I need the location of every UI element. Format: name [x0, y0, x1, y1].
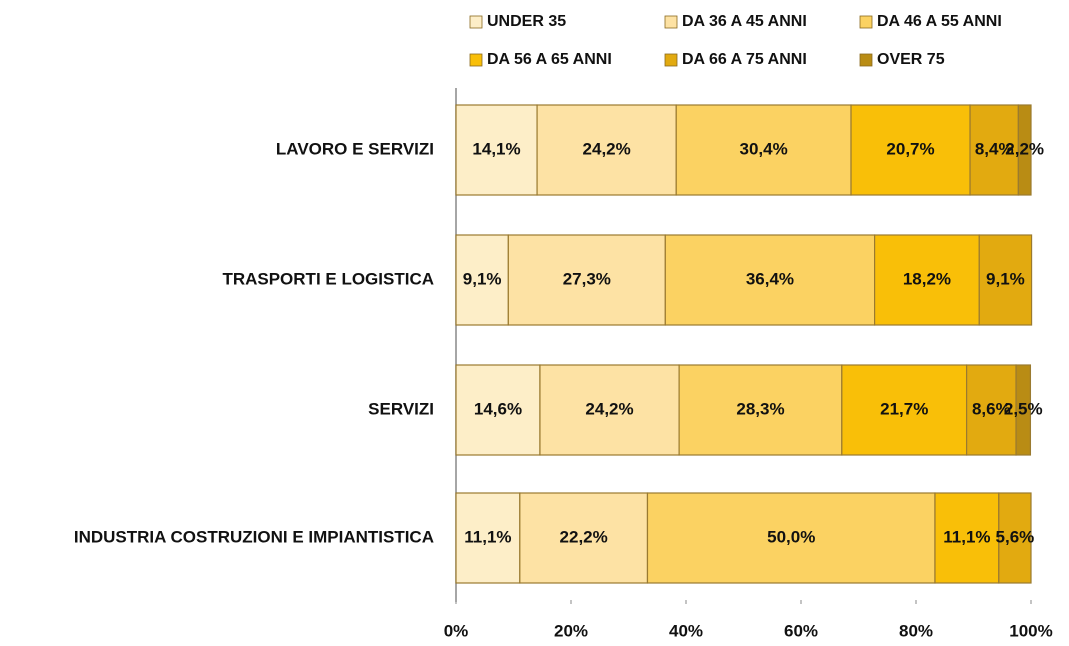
- bar-segment: [1017, 104, 1032, 196]
- value-label: 20,7%: [886, 139, 934, 158]
- bar-segment: [507, 234, 666, 326]
- legend-label: DA 66 A 75 ANNI: [682, 51, 807, 68]
- bar-segment: [850, 104, 971, 196]
- legend-swatch: [859, 15, 873, 29]
- bar-segment: [873, 234, 980, 326]
- x-tick-label: 40%: [669, 621, 703, 640]
- bar-segment: [455, 104, 538, 196]
- x-tick-label: 20%: [554, 621, 588, 640]
- bar-segment: [969, 104, 1019, 196]
- bar-segment: [998, 492, 1032, 584]
- category-label: TRASPORTI E LOGISTICA: [222, 269, 434, 288]
- bar-segment: [539, 364, 680, 456]
- legend-swatch: [469, 15, 483, 29]
- legend-label: UNDER 35: [487, 13, 566, 30]
- x-tick-label: 60%: [784, 621, 818, 640]
- value-label: 18,2%: [903, 269, 951, 288]
- value-label: 27,3%: [563, 269, 611, 288]
- bar-segment: [455, 492, 521, 584]
- bar-segment: [675, 104, 852, 196]
- bar-segment: [455, 364, 541, 456]
- bar-segment: [678, 364, 843, 456]
- category-label: SERVIZI: [368, 399, 434, 418]
- value-label: 24,2%: [583, 139, 631, 158]
- value-label: 14,1%: [472, 139, 520, 158]
- legend-swatch: [664, 15, 678, 29]
- value-label: 9,1%: [463, 269, 502, 288]
- value-label: 8,6%: [972, 399, 1011, 418]
- value-label: 14,6%: [474, 399, 522, 418]
- value-label: 22,2%: [560, 527, 608, 546]
- x-tick-label: 0%: [444, 621, 469, 640]
- value-label: 28,3%: [736, 399, 784, 418]
- value-label: 36,4%: [746, 269, 794, 288]
- bar-segment: [1015, 364, 1032, 456]
- legend-swatch: [664, 53, 678, 67]
- value-label: 11,1%: [464, 527, 511, 546]
- legend-swatch: [859, 53, 873, 67]
- legend-label: DA 56 A 65 ANNI: [487, 51, 612, 68]
- value-label: 24,2%: [585, 399, 633, 418]
- value-label: 2,2%: [1005, 139, 1044, 158]
- legend-label: OVER 75: [877, 51, 945, 68]
- bar-segment: [978, 234, 1033, 326]
- legend-swatch: [469, 53, 483, 67]
- value-label: 9,1%: [986, 269, 1025, 288]
- bar-segment: [646, 492, 936, 584]
- bar-segment: [934, 492, 1000, 584]
- category-label: LAVORO E SERVIZI: [276, 139, 434, 158]
- bar-segment: [536, 104, 677, 196]
- x-tick-label: 80%: [899, 621, 933, 640]
- legend-label: DA 46 A 55 ANNI: [877, 13, 1002, 30]
- value-label: 30,4%: [740, 139, 788, 158]
- value-label: 21,7%: [880, 399, 928, 418]
- value-label: 2,5%: [1004, 399, 1043, 418]
- bar-segment: [664, 234, 876, 326]
- legend-label: DA 36 A 45 ANNI: [682, 13, 807, 30]
- bar-segment: [965, 364, 1017, 456]
- bar-segment: [519, 492, 649, 584]
- bar-segment: [841, 364, 968, 456]
- value-label: 8,4%: [975, 139, 1014, 158]
- category-label: INDUSTRIA COSTRUZIONI E IMPIANTISTICA: [74, 527, 434, 546]
- value-label: 50,0%: [767, 527, 815, 546]
- value-label: 11,1%: [943, 527, 990, 546]
- bar-segment: [455, 234, 509, 326]
- x-tick-label: 100%: [1009, 621, 1052, 640]
- value-label: 5,6%: [996, 527, 1035, 546]
